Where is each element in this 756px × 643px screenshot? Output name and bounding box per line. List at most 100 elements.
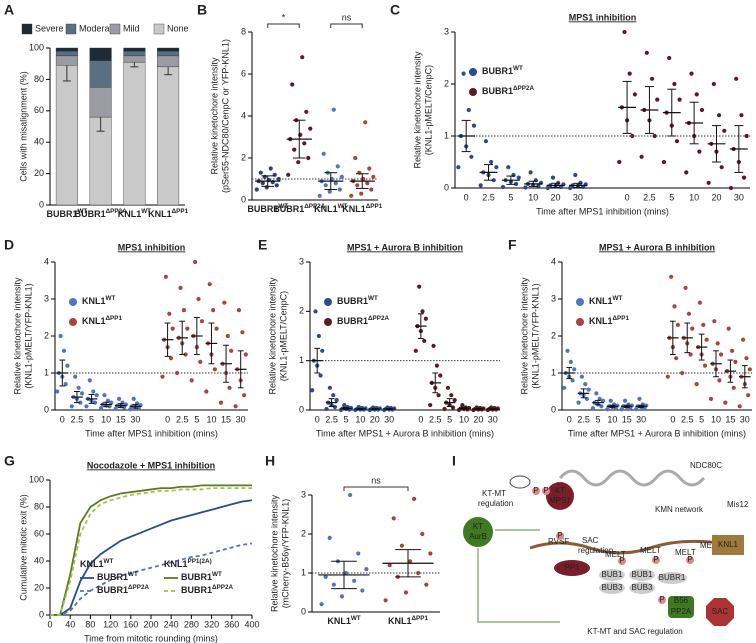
legend-label-base: BUBR1 (337, 316, 368, 326)
x-tick-label: 2.5 (325, 414, 338, 424)
panel-label: C (390, 2, 400, 18)
label: P (557, 531, 562, 540)
x-tick-label: 10 (711, 414, 721, 424)
y-tick-label: 8 (241, 26, 246, 36)
x-tick-label-base: BUBR1 (46, 209, 77, 219)
x-tick-label-sup: ΔPP1 (366, 203, 383, 210)
y-tick-label: 2 (241, 152, 246, 162)
y-tick-label: 1 (551, 367, 556, 377)
phospho (542, 487, 550, 495)
legend-marker (469, 68, 477, 76)
data-point (565, 348, 570, 353)
data-point (586, 387, 591, 392)
bar-segment (123, 47, 146, 52)
bar-segment (55, 65, 78, 206)
data-point (300, 55, 305, 60)
data-point (87, 378, 92, 383)
data-point (327, 189, 332, 194)
pp2a (668, 596, 694, 618)
data-point (674, 139, 680, 144)
data-point (461, 71, 466, 76)
data-point (728, 185, 734, 191)
label: BUBR1 (659, 573, 686, 582)
x-tick-label: 0 (464, 192, 469, 202)
data-point (131, 396, 136, 401)
data-point (469, 154, 474, 159)
x-tick-label: 30 (236, 414, 246, 424)
label: SAC (712, 607, 729, 616)
data-point (573, 172, 578, 178)
legend-marker (69, 298, 77, 306)
legend-label-base: KNL1 (589, 316, 613, 326)
data-point (677, 97, 682, 102)
x-tick-label: 20 (551, 192, 561, 202)
data-point (116, 396, 122, 401)
data-point (76, 385, 81, 390)
y-tick-label: 60 (34, 105, 44, 115)
y-tick-label: 0 (551, 404, 556, 414)
bub (629, 582, 655, 594)
x-axis-title: Time after MPS1 inhibition (mins) (85, 428, 218, 438)
x-tick-label-base: KNL1 (327, 616, 351, 626)
legend-label-base: BUBR1 (482, 66, 513, 76)
data-point (387, 563, 392, 568)
label: NDC80C (690, 461, 722, 470)
label: KNL1 (718, 540, 739, 549)
data-point (218, 400, 224, 405)
data-point (568, 359, 573, 364)
x-tick-label: 30 (384, 414, 394, 424)
x-tick-label: 30 (636, 414, 646, 424)
x-tick-label-base: KNL1 (388, 616, 412, 626)
legend-label: BUBR1WT (97, 571, 138, 583)
legend-label-base: BUBR1 (181, 585, 212, 595)
x-tick-label: KNL1ΔPP1 (148, 208, 188, 220)
data-point (313, 309, 318, 314)
label: KT-MT and SAC regulation (587, 627, 682, 636)
data-point (391, 516, 396, 521)
y-axis-title: Relative kinetochore intensity (269, 494, 279, 612)
data-point (516, 175, 521, 180)
x-axis-title: Time after MPS1 + Aurora B inhibition (m… (316, 428, 494, 438)
bub (629, 569, 655, 581)
data-point (98, 406, 104, 411)
data-point (204, 389, 209, 394)
bub (599, 569, 625, 581)
y-tick-label: 4 (551, 256, 556, 266)
data-point (333, 181, 338, 186)
panel-label: B (197, 2, 207, 18)
legend-label: Mild (123, 23, 140, 33)
panel-label: D (4, 237, 14, 253)
data-point (697, 149, 702, 154)
data-point (308, 126, 313, 131)
data-point (254, 187, 259, 192)
data-point (324, 406, 329, 412)
data-point (483, 139, 489, 144)
x-tick-label: 30 (130, 414, 140, 424)
significance-bracket (267, 23, 300, 28)
y-tick-label: 0 (44, 404, 49, 414)
data-point (365, 181, 370, 186)
legend-label-base: KNL1 (82, 316, 106, 326)
data-point (321, 151, 326, 156)
panel-label: G (4, 453, 15, 469)
y-tick-label: 0 (301, 606, 306, 616)
legend-label: BUBR1ΔPP2A (337, 315, 389, 327)
label: MELT (700, 541, 721, 550)
x-tick-label-sup: ΔPP1 (412, 615, 429, 622)
x-tick-label-sup: ΔPP2A (106, 208, 127, 215)
x-tick-label: 160 (123, 619, 138, 629)
sac-octagon (706, 598, 734, 626)
y-axis-title: Relative kinetochore intensity (267, 277, 277, 395)
legend-label-sup: ΔPP2A (212, 584, 233, 591)
x-tick-label: 15 (221, 414, 231, 424)
data-point (331, 107, 336, 112)
data-point (331, 393, 336, 398)
x-tick-label: 40 (65, 619, 75, 629)
data-point (523, 185, 528, 190)
significance-label: ns (342, 12, 352, 22)
legend-label: KNL1WT (82, 295, 115, 307)
data-point (739, 113, 744, 118)
data-point (434, 363, 440, 368)
data-point (84, 404, 89, 409)
data-point (471, 123, 477, 128)
